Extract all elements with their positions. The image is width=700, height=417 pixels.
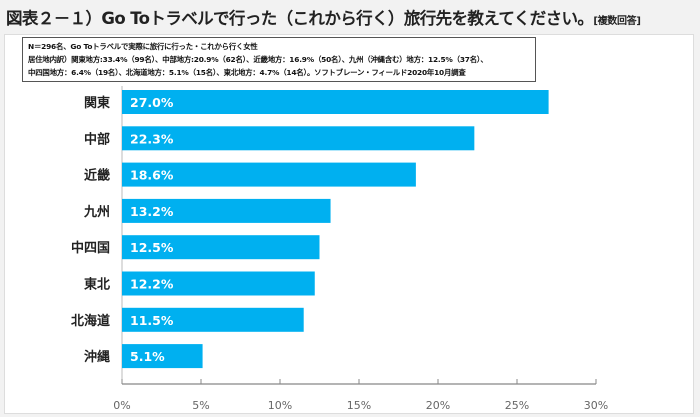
note-line: 居住地内訳）関東地方:33.4%（99名）、中部地方:20.9%（62名）、近畿…: [28, 55, 488, 64]
data-label: 12.5%: [130, 240, 174, 255]
bar: [122, 344, 203, 369]
category-label: 中四国: [71, 240, 110, 256]
category-label: 九州: [83, 205, 110, 220]
data-label: 22.3%: [130, 131, 174, 146]
bar: [122, 90, 549, 114]
category-label: 北海道: [71, 313, 110, 329]
category-label: 中部: [84, 131, 110, 147]
data-label: 5.1%: [130, 349, 165, 364]
x-tick-label: 5%: [192, 399, 209, 412]
title-text: 図表２－１）Go Toトラベルで行った（これから行く）旅行先を教えてください。: [6, 9, 594, 28]
x-tick-label: 25%: [505, 399, 529, 412]
bar: [122, 271, 315, 296]
x-tick-label: 15%: [347, 399, 371, 412]
bar: [122, 198, 331, 223]
category-label: 近畿: [84, 168, 110, 184]
category-label: 沖縄: [84, 349, 110, 365]
survey-note: N＝296名、Go Toトラベルで実際に旅行に行った・これから行く女性 居住地内…: [22, 37, 536, 82]
title-suffix: [複数回答]: [593, 16, 641, 27]
note-line: 中四国地方：6.4%（19名）、北海道地方：5.1%（15名）、東北地方：4.7…: [28, 68, 466, 77]
data-label: 18.6%: [130, 168, 174, 183]
data-label: 12.2%: [130, 277, 174, 292]
note-line: N＝296名、Go Toトラベルで実際に旅行に行った・これから行く女性: [28, 42, 258, 51]
data-label: 13.2%: [130, 204, 174, 219]
x-tick-label: 10%: [268, 399, 292, 412]
category-label: 東北: [84, 277, 110, 293]
data-label: 11.5%: [130, 313, 174, 328]
x-tick-label: 30%: [584, 399, 608, 412]
bar: [122, 235, 320, 260]
bar: [122, 126, 475, 151]
x-tick-label: 0%: [113, 399, 130, 412]
bar: [122, 307, 304, 332]
bar: [122, 162, 416, 187]
category-label: 関東: [84, 95, 110, 111]
data-label: 27.0%: [130, 95, 174, 110]
chart-title: 図表２－１）Go Toトラベルで行った（これから行く）旅行先を教えてください。[…: [6, 5, 694, 29]
x-tick-label: 20%: [426, 399, 450, 412]
